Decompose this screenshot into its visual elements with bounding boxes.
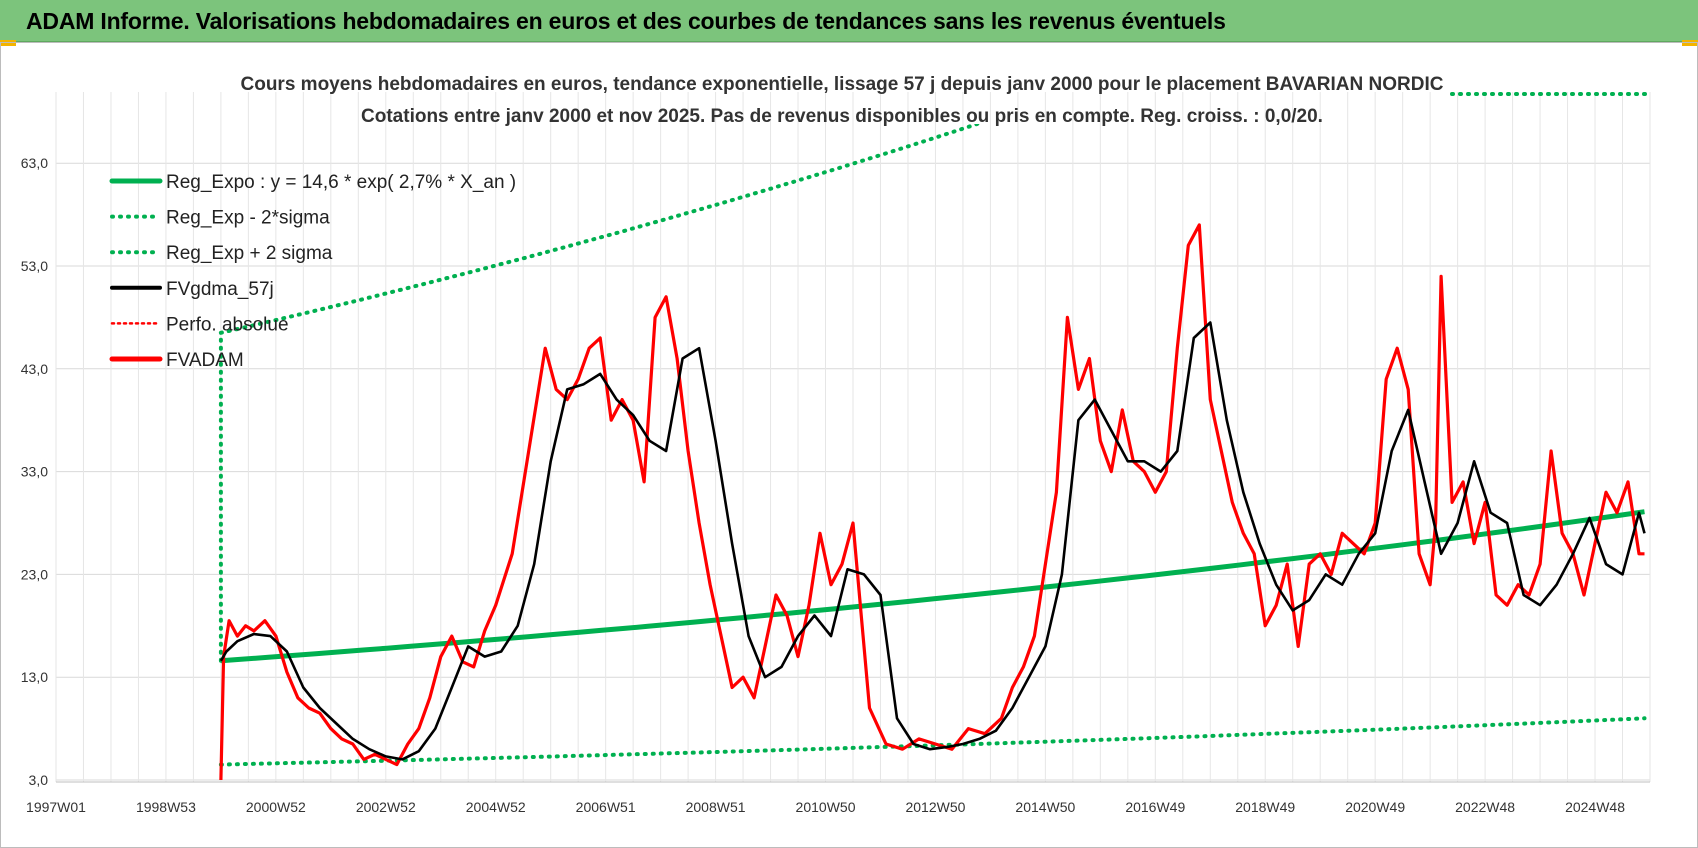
x-tick-label: 2008W51 bbox=[686, 799, 746, 815]
x-tick-label: 2014W50 bbox=[1015, 799, 1075, 815]
x-tick-label: 1997W01 bbox=[26, 799, 86, 815]
fvgdma-line bbox=[219, 321, 1646, 761]
series-layer bbox=[218, 92, 1652, 781]
page-title: ADAM Informe. Valorisations hebdomadaire… bbox=[26, 8, 1226, 34]
y-tick-label: 43,0 bbox=[21, 361, 48, 377]
legend-label: FVADAM bbox=[166, 350, 244, 371]
chart-subtitle: Cotations entre janv 2000 et nov 2025. P… bbox=[361, 106, 1323, 127]
legend-label: Reg_Exp - 2*sigma bbox=[166, 208, 330, 229]
legend-label: FVgdma_57j bbox=[166, 279, 274, 300]
y-tick-label: 13,0 bbox=[21, 669, 48, 685]
lower-band-line bbox=[218, 716, 1647, 767]
x-tick-label: 2022W48 bbox=[1455, 799, 1515, 815]
legend-label: Reg_Expo : y = 14,6 * exp( 2,7% * X_an ) bbox=[166, 172, 516, 193]
corner-accent-left bbox=[0, 40, 16, 46]
y-tick-label: 23,0 bbox=[21, 566, 48, 582]
y-tick-label: 33,0 bbox=[21, 464, 48, 480]
x-tick-label: 2002W52 bbox=[356, 799, 416, 815]
upper-band-line bbox=[218, 124, 984, 663]
y-tick-label: 63,0 bbox=[21, 155, 48, 171]
fvadam-line bbox=[219, 223, 1645, 781]
x-tick-label: 2006W51 bbox=[576, 799, 636, 815]
x-tick-label: 2004W52 bbox=[466, 799, 526, 815]
legend-label: Perfo. absolue bbox=[166, 314, 289, 335]
y-tick-label: 3,0 bbox=[29, 772, 49, 788]
y-tick-label: 53,0 bbox=[21, 258, 48, 274]
legend-label: Reg_Exp + 2 sigma bbox=[166, 243, 333, 264]
legend: Reg_Expo : y = 14,6 * exp( 2,7% * X_an )… bbox=[109, 172, 516, 371]
title-bar: ADAM Informe. Valorisations hebdomadaire… bbox=[0, 0, 1698, 42]
x-tick-label: 2020W49 bbox=[1345, 799, 1405, 815]
x-tick-label: 2010W50 bbox=[796, 799, 856, 815]
regression-line bbox=[220, 509, 1645, 664]
x-tick-label: 1998W53 bbox=[136, 799, 196, 815]
axes: 63,0 53,0 43,0 33,0 23,0 13,0 3,0 1997W01 1998W5… bbox=[21, 155, 1650, 815]
x-tick-label: 2012W50 bbox=[905, 799, 965, 815]
chart-title: Cours moyens hebdomadaires en euros, ten… bbox=[241, 74, 1444, 95]
x-tick-label: 2016W49 bbox=[1125, 799, 1185, 815]
x-tick-label: 2024W48 bbox=[1565, 799, 1625, 815]
x-tick-label: 2000W52 bbox=[246, 799, 306, 815]
x-tick-label: 2018W49 bbox=[1235, 799, 1295, 815]
grid bbox=[55, 92, 1651, 782]
corner-accent-right bbox=[1682, 40, 1698, 46]
